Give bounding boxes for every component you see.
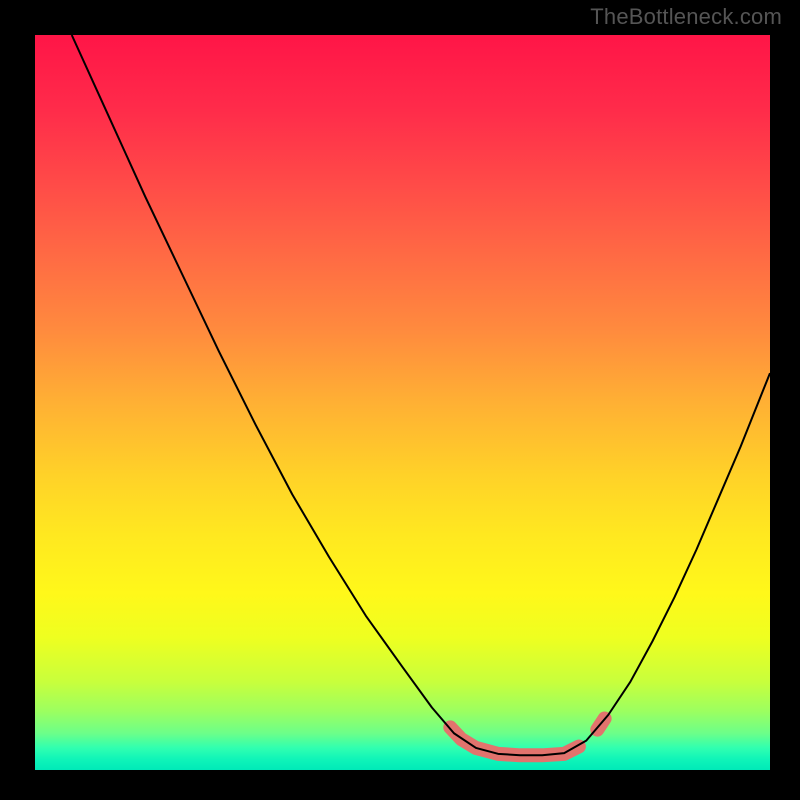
watermark-text: TheBottleneck.com xyxy=(590,4,782,30)
bottleneck-curve xyxy=(72,35,770,755)
curve-layer xyxy=(35,35,770,770)
plot-area xyxy=(35,35,770,770)
trough-marker-band xyxy=(450,727,579,755)
chart-canvas: TheBottleneck.com xyxy=(0,0,800,800)
